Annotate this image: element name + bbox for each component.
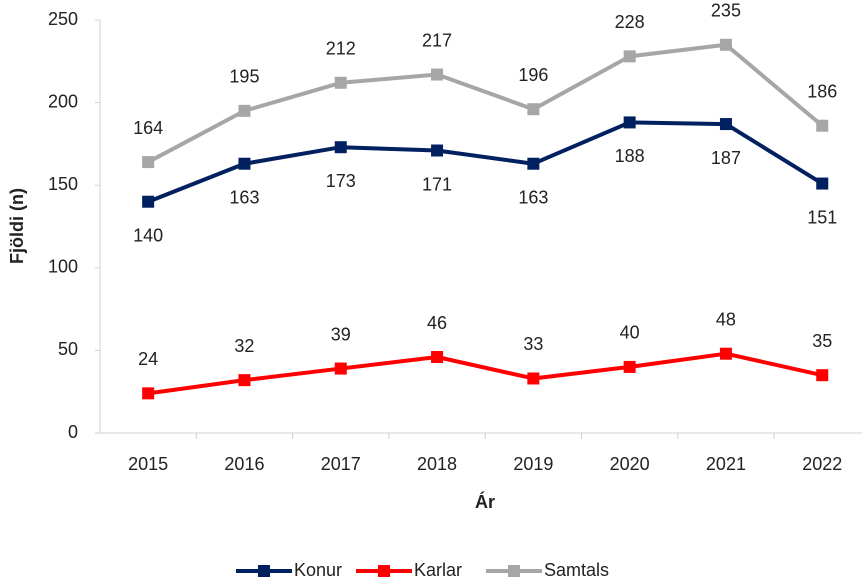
- point-marker: [816, 369, 828, 381]
- x-tick-label: 2017: [321, 454, 361, 474]
- data-label: 46: [427, 313, 447, 333]
- point-marker: [431, 69, 443, 81]
- point-marker: [335, 363, 347, 375]
- point-marker: [142, 196, 154, 208]
- point-marker: [238, 374, 250, 386]
- point-marker: [431, 351, 443, 363]
- data-label: 33: [523, 334, 543, 354]
- x-tick-label: 2019: [513, 454, 553, 474]
- point-marker: [527, 372, 539, 384]
- data-label: 196: [518, 65, 548, 85]
- x-tick-label: 2016: [224, 454, 264, 474]
- point-marker: [431, 145, 443, 157]
- data-label: 173: [326, 171, 356, 191]
- point-marker: [335, 77, 347, 89]
- point-marker: [527, 158, 539, 170]
- point-marker: [335, 141, 347, 153]
- point-marker: [720, 348, 732, 360]
- point-marker: [624, 50, 636, 62]
- y-tick-label: 50: [58, 339, 78, 359]
- point-marker: [527, 103, 539, 115]
- data-label: 212: [326, 39, 356, 59]
- y-tick-label: 200: [48, 91, 78, 111]
- point-marker: [816, 178, 828, 190]
- legend-marker: [378, 565, 390, 577]
- data-label: 39: [331, 324, 351, 344]
- data-label: 48: [716, 309, 736, 329]
- data-label: 228: [615, 12, 645, 32]
- data-label: 163: [518, 187, 548, 207]
- series-line: [148, 45, 822, 162]
- point-marker: [238, 158, 250, 170]
- point-marker: [238, 105, 250, 117]
- data-label: 187: [711, 148, 741, 168]
- point-marker: [720, 39, 732, 51]
- legend-marker: [508, 565, 520, 577]
- data-label: 163: [229, 187, 259, 207]
- data-label: 195: [229, 67, 259, 87]
- data-label: 32: [234, 336, 254, 356]
- y-tick-label: 100: [48, 257, 78, 277]
- data-label: 217: [422, 30, 452, 50]
- legend-label: Samtals: [544, 560, 609, 580]
- y-tick-label: 250: [48, 9, 78, 29]
- x-axis-label: Ár: [475, 491, 495, 512]
- x-tick-label: 2020: [610, 454, 650, 474]
- data-label: 235: [711, 1, 741, 21]
- x-tick-label: 2015: [128, 454, 168, 474]
- data-label: 171: [422, 174, 452, 194]
- data-label: 164: [133, 118, 163, 138]
- data-label: 186: [807, 81, 837, 101]
- legend-label: Karlar: [414, 560, 462, 580]
- point-marker: [816, 120, 828, 132]
- x-tick-label: 2022: [802, 454, 842, 474]
- data-label: 151: [807, 207, 837, 227]
- chart: Fjöldi (n) Ár 0 50 100 150 200 250 2015 2016 201…: [0, 0, 862, 583]
- point-marker: [624, 361, 636, 373]
- data-label: 40: [620, 323, 640, 343]
- data-label: 24: [138, 349, 158, 369]
- y-tick-label: 150: [48, 174, 78, 194]
- point-marker: [624, 116, 636, 128]
- x-tick-label: 2021: [706, 454, 746, 474]
- point-marker: [142, 387, 154, 399]
- y-tick-label: 0: [68, 422, 78, 442]
- data-label: 140: [133, 225, 163, 245]
- legend-label: Konur: [294, 560, 342, 580]
- data-label: 188: [615, 146, 645, 166]
- y-axis-label: Fjöldi (n): [7, 188, 27, 264]
- x-tick-label: 2018: [417, 454, 457, 474]
- point-marker: [142, 156, 154, 168]
- point-marker: [720, 118, 732, 130]
- data-label: 35: [812, 331, 832, 351]
- legend-marker: [258, 565, 270, 577]
